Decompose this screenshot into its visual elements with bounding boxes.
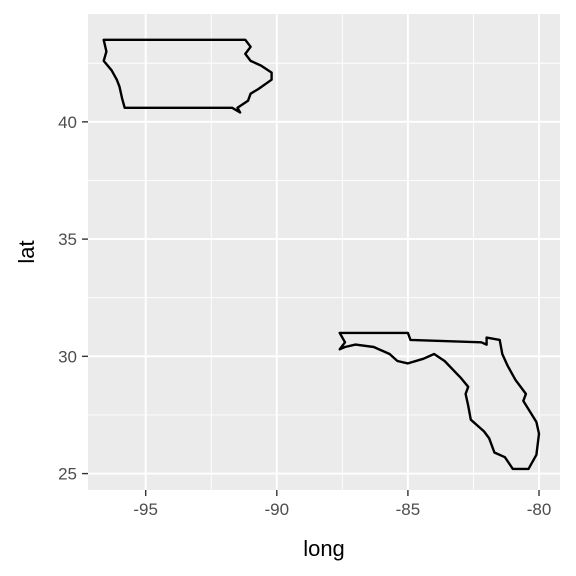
state-outline-0 [102,38,273,114]
y-tick-label-1: 30 [58,347,77,366]
x-tick-label-2: -85 [396,500,421,519]
x-axis: -95 -90 -85 -80 [133,490,551,519]
y-axis: 25 30 35 40 [58,113,88,484]
x-tick-label-3: -80 [527,500,552,519]
y-tick-label-3: 40 [58,113,77,132]
major-gridlines [88,14,560,490]
plot-panel [88,14,560,490]
state-outline-1 [338,331,541,471]
y-tick-label-2: 35 [58,230,77,249]
x-axis-title: long [303,536,345,561]
y-tick-label-0: 25 [58,465,77,484]
x-tick-label-1: -90 [265,500,290,519]
minor-gridlines [88,14,560,490]
x-tick-label-0: -95 [133,500,158,519]
y-axis-title: lat [14,240,39,263]
state-outlines [102,38,541,471]
